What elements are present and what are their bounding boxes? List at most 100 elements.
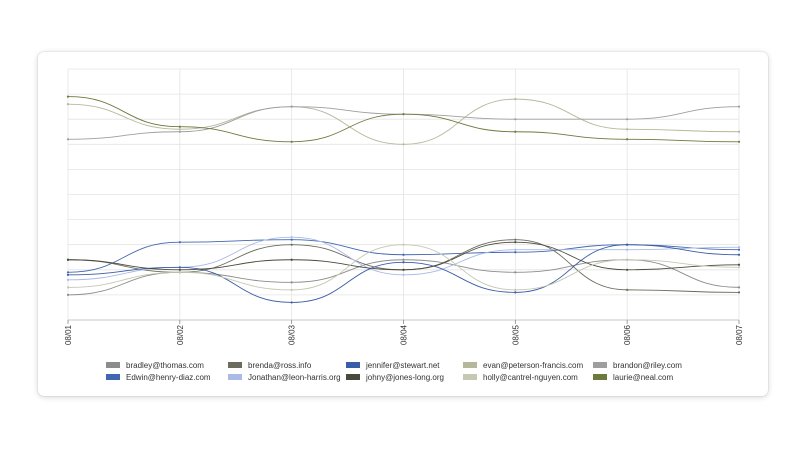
data-point-bradley-thomas-com [514,271,517,274]
data-point-holly-cantrel-nguyen-com [514,288,517,291]
data-point-brandon-riley-com [737,105,741,108]
data-point-evan-peterson-francis-com [626,128,629,131]
data-point-laurie-neal-com [290,140,293,143]
x-tick-label: 08/06 [623,324,632,345]
legend-label: bradley@thomas.com [126,361,204,370]
legend-item-holly-cantrel-nguyen-com[interactable]: holly@cantrel-nguyen.com [463,373,578,382]
legend-label: Edwin@henry-diaz.com [126,373,211,382]
data-point-holly-cantrel-nguyen-com [178,271,181,274]
chart-card: 08/01 08/02 08/03 08/04 08/05 08/06 08/07 brad… [38,52,768,396]
data-point-brandon-riley-com [66,138,70,141]
legend-label: brandon@riley.com [613,361,682,370]
legend-swatch [593,374,607,380]
legend-label: brenda@ross.info [248,361,312,370]
data-point-laurie-neal-com [66,95,70,98]
data-point-brenda-ross-info [737,291,741,294]
data-point-brandon-riley-com [178,130,181,133]
data-point-laurie-neal-com [514,130,517,133]
data-point-laurie-neal-com [737,140,741,143]
x-axis: 08/01 08/02 08/03 08/04 08/05 08/06 08/07 [64,319,744,345]
x-tick-label: 08/03 [288,324,297,345]
data-point-edwin-henry-diaz-com [737,248,741,251]
legend-label: evan@peterson-francis.com [483,361,584,370]
legend-swatch [593,362,607,368]
legend-item-brenda-ross-info[interactable]: brenda@ross.info [228,361,312,370]
legend-item-brandon-riley-com[interactable]: brandon@riley.com [593,361,682,370]
data-point-brenda-ross-info [626,288,629,291]
data-point-evan-peterson-francis-com [402,143,405,146]
data-point-holly-cantrel-nguyen-com [402,243,405,246]
data-point-laurie-neal-com [626,138,629,141]
legend-label: johny@jones-long.org [365,373,444,382]
legend-item-evan-peterson-francis-com[interactable]: evan@peterson-francis.com [463,361,584,370]
data-point-holly-cantrel-nguyen-com [66,286,70,289]
data-point-edwin-henry-diaz-com [178,241,181,244]
data-point-jonathan-leon-harris-org [514,248,517,251]
data-point-brenda-ross-info [290,243,293,246]
data-point-brandon-riley-com [626,118,629,121]
data-point-jennifer-stewart-net [514,291,517,294]
data-point-bradley-thomas-com [290,281,293,284]
data-point-johny-jones-long-org [737,263,741,266]
data-point-johny-jones-long-org [178,268,181,271]
data-point-edwin-henry-diaz-com [66,271,70,274]
legend-swatch [228,374,242,380]
data-point-edwin-henry-diaz-com [514,251,517,254]
data-point-holly-cantrel-nguyen-com [290,288,293,291]
data-point-jonathan-leon-harris-org [402,273,405,276]
legend-item-jonathan-leon-harris-org[interactable]: Jonathan@leon-harris.org [228,373,341,382]
data-point-johny-jones-long-org [626,268,629,271]
data-point-johny-jones-long-org [514,241,517,244]
data-point-laurie-neal-com [402,113,405,116]
legend-label: holly@cantrel-nguyen.com [483,373,578,382]
data-point-brandon-riley-com [514,118,517,121]
data-point-evan-peterson-francis-com [178,128,181,131]
data-point-jennifer-stewart-net [626,243,629,246]
legend-item-bradley-thomas-com[interactable]: bradley@thomas.com [106,361,204,370]
data-point-evan-peterson-francis-com [66,103,70,106]
data-point-brenda-ross-info [514,238,517,241]
data-point-jennifer-stewart-net [290,301,293,304]
legend-label: Jonathan@leon-harris.org [248,373,341,382]
data-point-edwin-henry-diaz-com [402,253,405,256]
data-point-jennifer-stewart-net [737,253,741,256]
legend-swatch [346,362,360,368]
data-point-bradley-thomas-com [66,293,70,296]
data-point-jennifer-stewart-net [66,273,70,276]
x-tick-label: 08/02 [176,324,185,345]
legend-label: jennifer@stewart.net [365,361,440,370]
x-tick-label: 08/07 [735,324,744,345]
legend-item-jennifer-stewart-net[interactable]: jennifer@stewart.net [346,361,440,370]
series-lines [66,95,741,304]
legend-item-johny-jones-long-org[interactable]: johny@jones-long.org [346,373,444,382]
grid [67,68,740,321]
x-tick-label: 08/05 [511,324,520,345]
legend-swatch [346,374,360,380]
data-point-jonathan-leon-harris-org [290,236,293,239]
data-point-johny-jones-long-org [66,258,70,261]
data-point-holly-cantrel-nguyen-com [626,258,629,261]
line-chart: 08/01 08/02 08/03 08/04 08/05 08/06 08/07 brad… [64,68,744,382]
data-point-bradley-thomas-com [402,258,405,261]
data-point-edwin-henry-diaz-com [290,238,293,241]
data-point-johny-jones-long-org [402,268,405,271]
legend-swatch [463,362,477,368]
legend-item-edwin-henry-diaz-com[interactable]: Edwin@henry-diaz.com [106,373,211,382]
data-point-jonathan-leon-harris-org [66,278,70,281]
data-point-evan-peterson-francis-com [737,130,741,133]
legend-swatch [228,362,242,368]
data-point-brandon-riley-com [290,105,293,108]
data-point-jennifer-stewart-net [178,266,181,269]
data-point-holly-cantrel-nguyen-com [737,266,741,269]
legend-swatch [463,374,477,380]
x-tick-label: 08/04 [400,324,409,345]
legend: bradley@thomas.com Edwin@henry-diaz.com br… [106,361,682,382]
legend-swatch [106,362,120,368]
data-point-evan-peterson-francis-com [514,98,517,101]
legend-label: laurie@neal.com [613,373,673,382]
legend-item-laurie-neal-com[interactable]: laurie@neal.com [593,373,673,382]
data-point-johny-jones-long-org [290,258,293,261]
x-tick-label: 08/01 [64,324,73,345]
data-point-jonathan-leon-harris-org [737,246,741,249]
data-point-bradley-thomas-com [737,286,741,289]
